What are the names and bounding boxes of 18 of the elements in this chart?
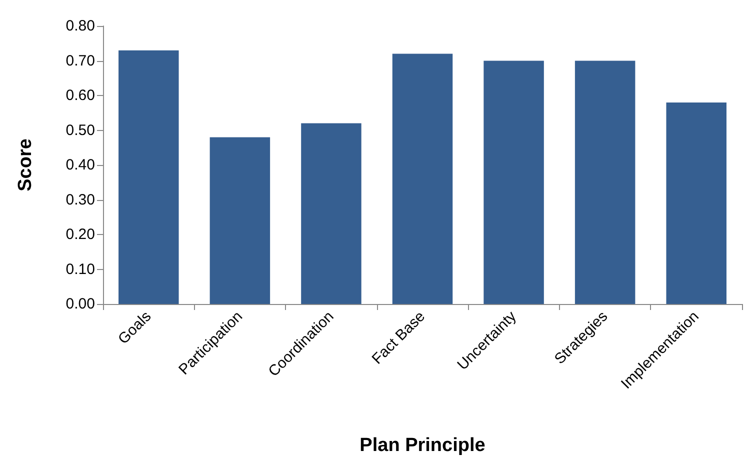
bar — [484, 60, 544, 304]
y-tick-label: 0.10 — [66, 260, 95, 278]
y-tick-label: 0.40 — [66, 156, 95, 174]
bar — [574, 60, 636, 304]
y-tick-label: 0.80 — [66, 18, 95, 34]
bar — [210, 137, 270, 304]
y-tick-label: 0.20 — [66, 226, 95, 243]
bar — [666, 102, 726, 304]
bar — [301, 123, 362, 304]
y-tick-label: 0.00 — [66, 296, 95, 312]
y-tick-label: 0.30 — [66, 191, 95, 208]
bar — [118, 50, 179, 304]
bar — [392, 54, 453, 304]
y-axis-title: Score — [15, 138, 36, 192]
x-axis-title: Plan Principle — [360, 435, 486, 456]
y-tick-label: 0.70 — [66, 52, 95, 70]
y-tick-label: 0.60 — [66, 87, 95, 104]
y-tick-label: 0.50 — [66, 122, 95, 139]
